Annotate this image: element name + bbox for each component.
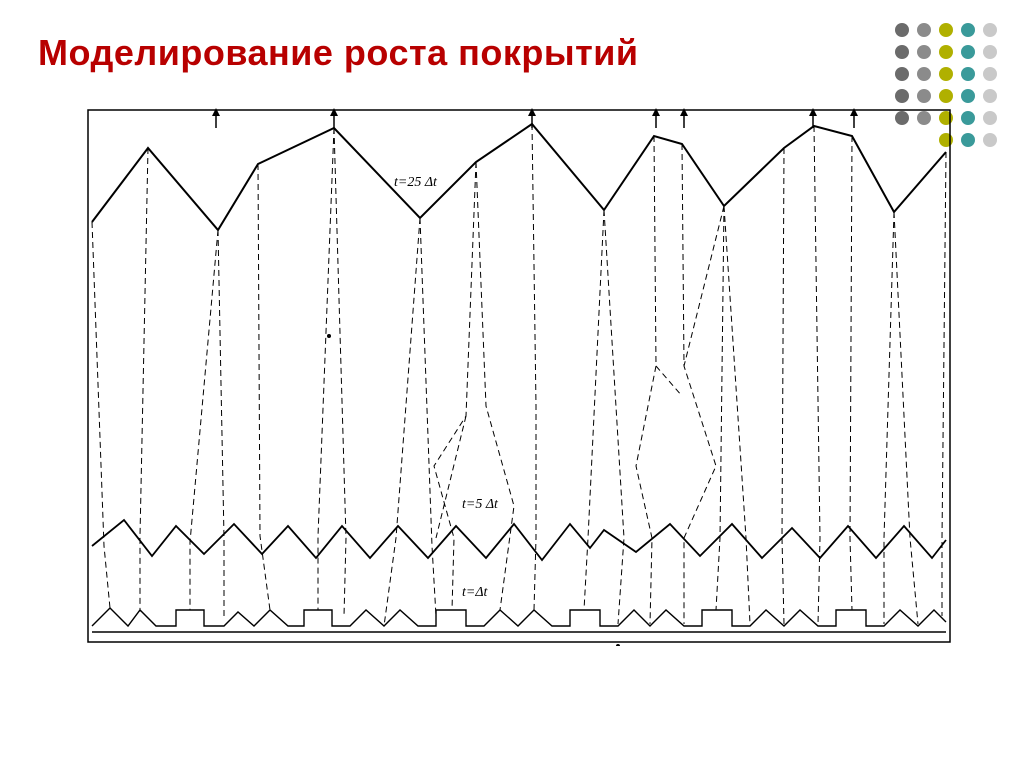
growth-arrowhead-4 <box>680 108 688 116</box>
grain-boundary-17 <box>724 206 750 624</box>
grain-boundary-19 <box>814 126 820 624</box>
grain-boundary-12 <box>584 210 604 610</box>
artifact-speck-1 <box>616 644 620 646</box>
decor-dot <box>983 111 997 125</box>
grain-boundary-25 <box>656 366 682 396</box>
title-text: Моделирование роста покрытий <box>38 32 639 73</box>
grain-boundary-22 <box>894 212 918 624</box>
grain-boundary-4 <box>258 164 270 610</box>
label-t1: t=Δt <box>462 585 489 600</box>
decor-dot <box>939 89 953 103</box>
grain-boundary-7 <box>384 218 420 626</box>
decor-dot <box>983 67 997 81</box>
label-t25: t=25 Δt <box>394 175 438 190</box>
label-t5: t=5 Δt <box>462 497 499 512</box>
decor-dot <box>939 67 953 81</box>
profile-t5 <box>92 520 946 560</box>
decor-dot <box>961 89 975 103</box>
grain-boundary-24 <box>436 416 466 538</box>
decor-dot <box>917 23 931 37</box>
decor-dot <box>895 45 909 59</box>
grain-boundary-11 <box>532 124 536 610</box>
decor-dot <box>961 45 975 59</box>
profile-t25 <box>92 124 946 230</box>
decor-dot <box>961 23 975 37</box>
grain-boundary-21 <box>884 212 894 624</box>
decor-dot <box>895 23 909 37</box>
artifact-speck-0 <box>327 334 331 338</box>
grain-boundary-3 <box>218 230 224 616</box>
grain-boundary-15 <box>682 144 716 624</box>
decor-dot <box>983 23 997 37</box>
grain-boundary-13 <box>604 210 624 624</box>
decor-dot <box>939 23 953 37</box>
decor-dot <box>917 45 931 59</box>
growth-arrowhead-5 <box>809 108 817 116</box>
grain-boundary-23 <box>942 152 946 616</box>
grain-boundary-20 <box>850 136 852 610</box>
grain-boundary-26 <box>684 206 724 366</box>
decor-dot <box>917 67 931 81</box>
decor-dot <box>939 45 953 59</box>
growth-model-figure: t=25 Δt t=5 Δt t=Δt <box>84 106 954 646</box>
grain-boundary-6 <box>334 128 346 616</box>
decor-dot <box>895 89 909 103</box>
decor-dot <box>983 133 997 147</box>
decor-dot <box>961 133 975 147</box>
grain-boundary-14 <box>636 136 656 624</box>
figure-frame <box>88 110 950 642</box>
decor-dot <box>961 111 975 125</box>
decor-dot <box>895 67 909 81</box>
growth-arrowhead-6 <box>850 108 858 116</box>
decor-dot <box>961 67 975 81</box>
growth-arrowhead-0 <box>212 108 220 116</box>
growth-arrowhead-2 <box>528 108 536 116</box>
grain-boundary-16 <box>716 206 724 610</box>
decor-dot <box>917 89 931 103</box>
growth-arrowhead-3 <box>652 108 660 116</box>
decor-dot <box>983 45 997 59</box>
grain-boundary-10 <box>476 162 514 610</box>
grain-boundary-18 <box>782 148 784 624</box>
grain-boundary-0 <box>92 222 110 608</box>
page-title: Моделирование роста покрытий <box>38 32 639 74</box>
grain-boundary-8 <box>420 218 436 616</box>
decor-dot <box>983 89 997 103</box>
growth-arrowhead-1 <box>330 108 338 116</box>
